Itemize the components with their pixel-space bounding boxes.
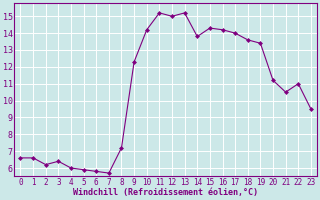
X-axis label: Windchill (Refroidissement éolien,°C): Windchill (Refroidissement éolien,°C)	[73, 188, 258, 197]
